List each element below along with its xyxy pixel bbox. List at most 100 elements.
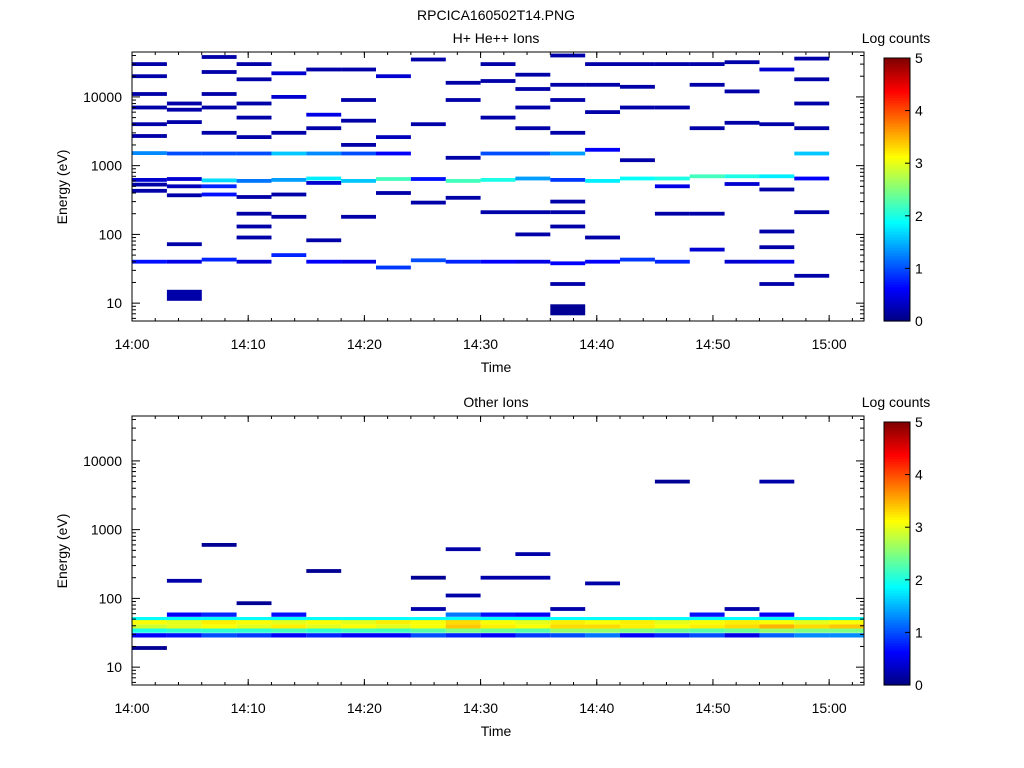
heatmap-cell (480, 62, 516, 66)
x-tick-label: 15:00 (812, 336, 847, 352)
heatmap-cell (341, 628, 376, 633)
y-axis-label: Energy (eV) (54, 150, 70, 225)
colorbar-step (884, 479, 910, 484)
heatmap-cell (166, 242, 202, 247)
colorbar-step (884, 642, 910, 647)
heatmap-cell (410, 57, 446, 62)
colorbar-step (884, 160, 910, 164)
heatmap-cell (376, 135, 411, 139)
colorbar-step (884, 445, 910, 449)
heatmap-cell (829, 620, 864, 625)
colorbar-step (884, 131, 910, 135)
heatmap-cells (132, 479, 864, 650)
heatmap-cell (794, 620, 830, 625)
colorbar-tick-label: 1 (915, 624, 923, 640)
heatmap-cell (445, 633, 481, 638)
colorbar-step (884, 571, 910, 576)
heatmap-cell (620, 624, 655, 629)
y-tick-label: 100 (99, 226, 123, 242)
colorbar-step (884, 577, 910, 581)
heatmap-cell (550, 98, 586, 102)
heatmap-cell (585, 624, 620, 629)
heatmap-cell (341, 617, 376, 622)
heatmap-cell (271, 130, 307, 135)
heatmap-cell (585, 259, 620, 264)
colorbar-step (884, 242, 910, 246)
heatmap-cell (166, 633, 202, 638)
colorbar-step (884, 147, 910, 151)
heatmap-cell (445, 179, 481, 183)
colorbar-step (884, 136, 910, 141)
heatmap-cell (306, 126, 342, 131)
heatmap-cell (515, 259, 551, 264)
heatmap-cell (724, 89, 760, 94)
colorbar-step (884, 548, 910, 552)
colorbar-step (884, 215, 910, 220)
heatmap-cell (306, 259, 342, 264)
colorbar-step (884, 223, 910, 227)
colorbar-step (884, 210, 910, 214)
colorbar-step (884, 60, 910, 64)
heatmap-cell (515, 126, 551, 131)
heatmap-cell (585, 628, 620, 633)
colorbar-step (884, 239, 910, 243)
heatmap-cell (515, 612, 551, 617)
heatmap-cell (271, 192, 307, 197)
colorbar-step (884, 653, 910, 657)
colorbar-step (884, 318, 910, 322)
heatmap-cell (236, 624, 272, 629)
colorbar-step (884, 613, 910, 618)
heatmap-cell (829, 633, 864, 638)
colorbar-step (884, 58, 910, 62)
colorbar-step (884, 616, 910, 620)
heatmap-cell (620, 62, 655, 66)
colorbar-step (884, 118, 910, 122)
heatmap-cell (550, 82, 586, 87)
colorbar-step (884, 624, 910, 628)
heatmap-cell (410, 633, 446, 638)
heatmap-cell (341, 67, 376, 72)
colorbar-step (884, 592, 910, 597)
heatmap-cell (480, 633, 516, 638)
heatmap-cell (480, 620, 516, 625)
heatmap-cell (132, 151, 167, 155)
heatmap-cell (166, 184, 202, 189)
heatmap-cell (376, 633, 411, 638)
heatmap-cell (480, 617, 516, 622)
heatmap-cell (829, 624, 864, 629)
heatmap-cell (236, 135, 272, 139)
colorbar-step (884, 450, 910, 455)
heatmap-cell (515, 620, 551, 625)
colorbar-step (884, 257, 910, 262)
colorbar-step (884, 100, 910, 104)
colorbar-tick-label: 5 (915, 414, 923, 430)
heatmap-cell (306, 617, 342, 622)
heatmap-cell (620, 257, 655, 262)
colorbar-step (884, 313, 910, 317)
colorbar-step (884, 579, 910, 584)
colorbar-step (884, 260, 910, 264)
colorbar-step (884, 503, 910, 507)
colorbar-step (884, 218, 910, 222)
heatmap-cell (306, 181, 342, 185)
colorbar-step (884, 553, 910, 557)
heatmap-cell (724, 620, 760, 625)
colorbar-step (884, 121, 910, 125)
x-tick-label: 14:50 (695, 336, 730, 352)
heatmap-cell (306, 628, 342, 633)
colorbar-step (884, 627, 910, 631)
heatmap-cell (306, 633, 342, 638)
heatmap-cell (376, 191, 411, 195)
heatmap-cell (201, 543, 237, 547)
heatmap-cell (759, 259, 795, 264)
colorbar-step (884, 458, 910, 463)
heatmap-cell (445, 620, 481, 625)
x-tick-label: 14:50 (695, 700, 730, 716)
colorbar-step (884, 221, 910, 225)
colorbar-step (884, 97, 910, 101)
colorbar-step (884, 310, 910, 314)
colorbar-step (884, 113, 910, 117)
colorbar-tick-label: 4 (915, 103, 923, 119)
heatmap-cell (654, 617, 690, 622)
heatmap-cell (306, 151, 342, 156)
